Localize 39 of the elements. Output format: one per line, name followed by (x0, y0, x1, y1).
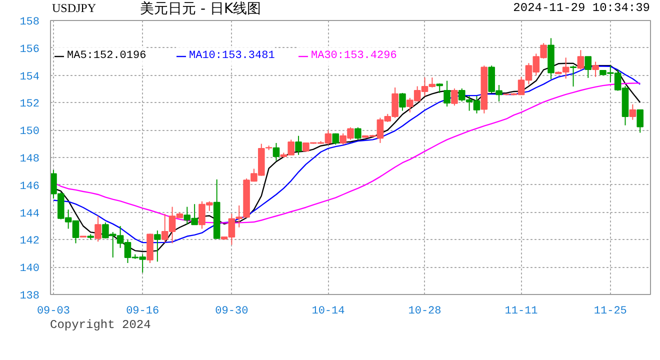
candlestick (154, 230, 161, 262)
y-tick-label: 156 (20, 44, 40, 56)
x-tick-label: 11-11 (504, 306, 538, 318)
candlestick (629, 104, 636, 120)
x-tick-label: 09-30 (215, 306, 248, 318)
y-tick-label: 148 (20, 154, 40, 166)
legend-label: MA30:153.4296 (311, 50, 397, 62)
x-tick-label: 11-25 (594, 306, 627, 318)
text: Copyright 2024 (49, 317, 151, 334)
candlestick (570, 65, 577, 88)
y-tick-label: 140 (20, 263, 40, 276)
y-tick-label: 146 (20, 180, 40, 193)
x-tick-label: 09-03 (36, 306, 70, 318)
y-tick-label: 138 (20, 290, 40, 302)
y-tick-label: 152 (20, 98, 40, 111)
candlestick (636, 109, 644, 134)
candlestick (399, 92, 406, 112)
candlestick (295, 135, 302, 156)
y-tick-label: 154 (20, 71, 40, 84)
y-tick-label: 144 (20, 208, 40, 220)
legend-label: MA10:153.3481 (189, 50, 275, 62)
candlestick (444, 80, 450, 108)
text: 2024-11-29 10:34:39 (513, 0, 650, 17)
candlestick (584, 56, 592, 78)
chart-subtitle: USDJPY (52, 0, 96, 17)
x-tick-label: 09-16 (126, 306, 160, 318)
candlestick (94, 215, 102, 242)
candlestick (272, 142, 280, 162)
candlestick (354, 126, 362, 140)
legend-label: MA5:152.0196 (67, 50, 146, 62)
y-tick-label: 158 (20, 16, 40, 28)
x-tick-label: 10-28 (408, 306, 442, 318)
candlestick (577, 50, 584, 70)
candlestick (592, 61, 599, 78)
y-tick-label: 150 (20, 126, 40, 138)
x-tick-label: 10-14 (312, 306, 346, 318)
candlestick (451, 88, 458, 106)
chart-title: 美元日元 - 日K线图 (140, 0, 262, 19)
y-tick-label: 142 (20, 236, 40, 248)
